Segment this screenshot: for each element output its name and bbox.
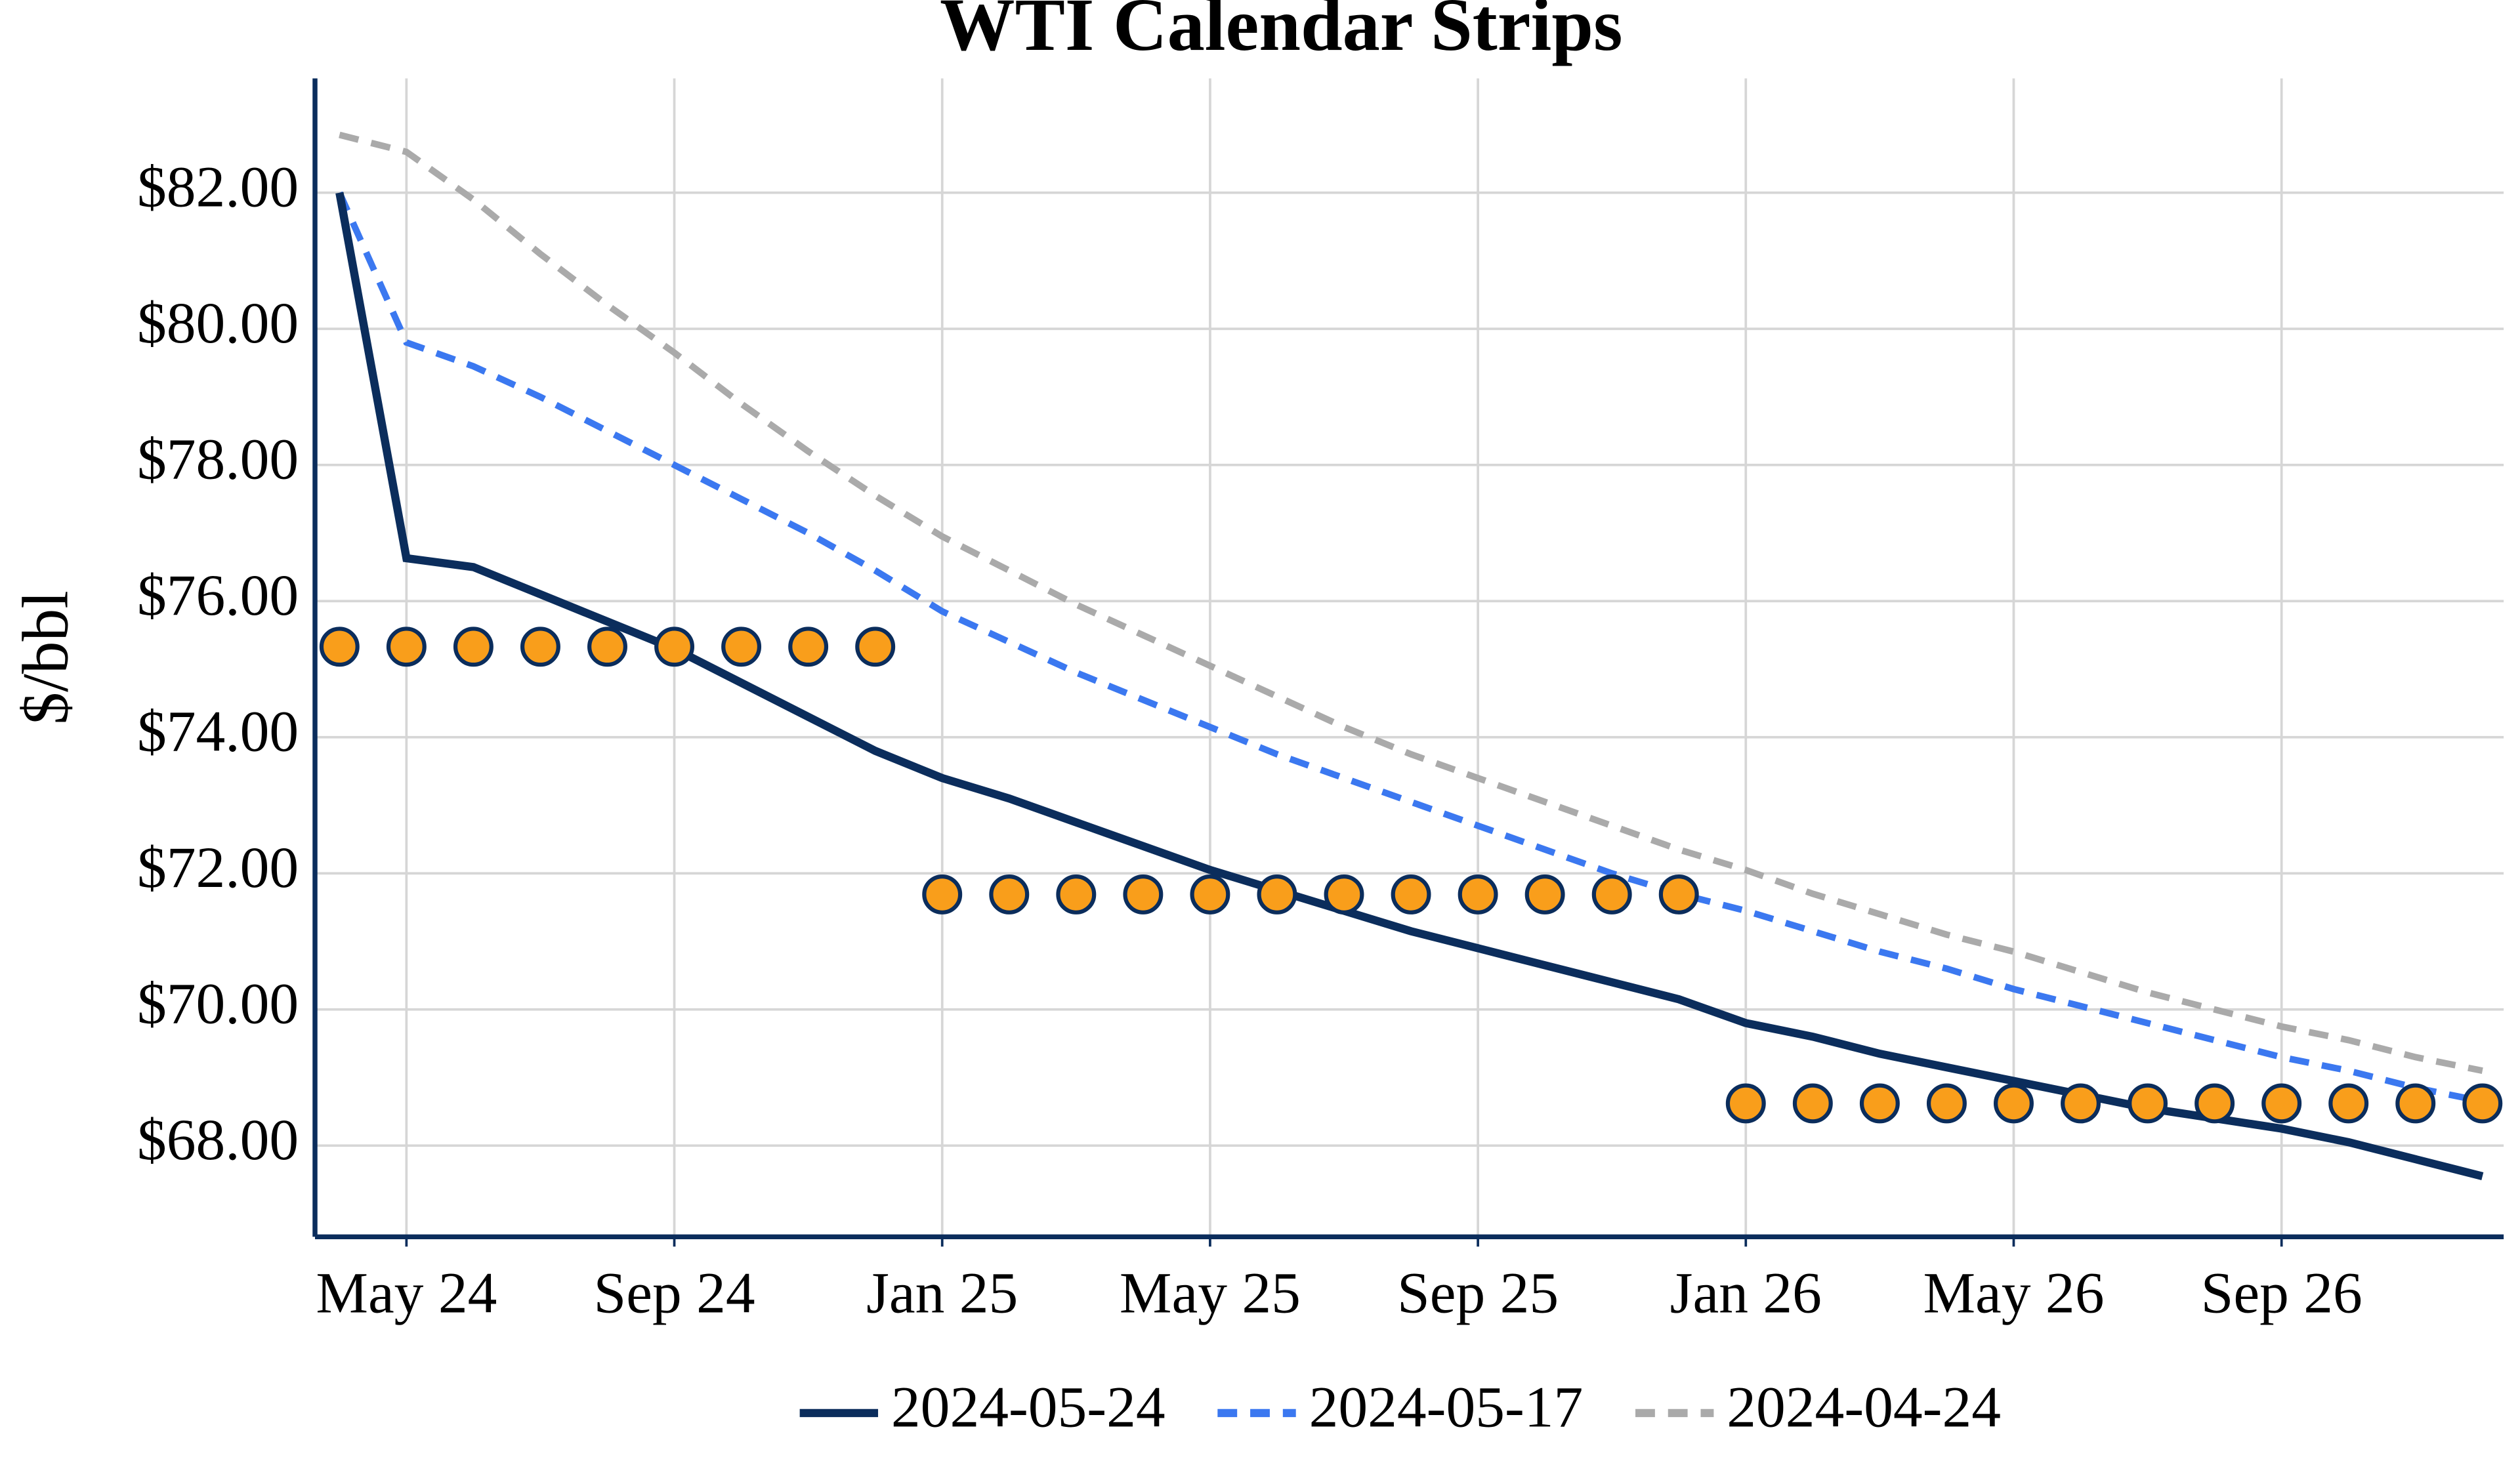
strip-marker xyxy=(1792,1083,1833,1124)
strip-marker xyxy=(989,874,1030,915)
strip-marker xyxy=(1658,874,1699,915)
legend-label: 2024-05-24 xyxy=(891,1374,1166,1439)
strip-marker xyxy=(1859,1083,1900,1124)
strip-marker xyxy=(1190,874,1230,915)
y-tick-label: $80.00 xyxy=(137,291,299,356)
series-line xyxy=(339,131,2483,1075)
y-axis-label: $/bbl xyxy=(9,590,81,724)
x-tick-label: May 24 xyxy=(316,1260,497,1325)
x-tick-label: Sep 24 xyxy=(593,1260,755,1325)
x-tick-label: May 26 xyxy=(1923,1260,2104,1325)
strip-marker xyxy=(788,627,829,667)
legend-label: 2024-05-17 xyxy=(1309,1374,1584,1439)
strip-marker xyxy=(587,627,627,667)
strip-marker xyxy=(386,627,427,667)
strip-marker xyxy=(2395,1083,2436,1124)
y-tick-label: $76.00 xyxy=(137,563,299,628)
strip-marker xyxy=(1324,874,1364,915)
x-tick-label: May 25 xyxy=(1120,1260,1301,1325)
strip-marker xyxy=(1994,1083,2034,1124)
series-line xyxy=(335,192,2484,1180)
strip-marker xyxy=(2194,1083,2235,1124)
strip-marker xyxy=(2261,1083,2302,1124)
strip-marker xyxy=(1056,874,1097,915)
strip-marker xyxy=(922,874,963,915)
legend-label: 2024-04-24 xyxy=(1727,1374,2001,1439)
strip-marker xyxy=(1391,874,1431,915)
strip-marker xyxy=(319,627,360,667)
x-tick-label: Sep 25 xyxy=(1397,1260,1559,1325)
strip-marker xyxy=(2061,1083,2101,1124)
y-tick-label: $82.00 xyxy=(137,154,299,219)
strip-marker xyxy=(2328,1083,2369,1124)
y-tick-label: $78.00 xyxy=(137,426,299,491)
strip-marker xyxy=(2462,1083,2503,1124)
x-tick-label: Jan 26 xyxy=(1670,1260,1822,1325)
strip-marker xyxy=(654,627,695,667)
y-tick-label: $70.00 xyxy=(137,971,299,1036)
strip-marker xyxy=(855,627,896,667)
chart-title: WTI Calendar Strips xyxy=(940,0,1622,66)
strip-marker xyxy=(1725,1083,1766,1124)
x-tick-label: Sep 26 xyxy=(2201,1260,2362,1325)
strip-marker xyxy=(721,627,762,667)
strip-marker xyxy=(1591,874,1632,915)
strip-marker xyxy=(453,627,494,667)
strip-marker xyxy=(2128,1083,2168,1124)
strip-marker xyxy=(1257,874,1297,915)
strip-marker xyxy=(1123,874,1164,915)
strip-marker xyxy=(520,627,560,667)
strip-marker xyxy=(1926,1083,1967,1124)
x-tick-label: Jan 25 xyxy=(866,1260,1018,1325)
y-tick-label: $68.00 xyxy=(137,1107,299,1172)
strip-marker xyxy=(1524,874,1565,915)
strip-marker xyxy=(1458,874,1498,915)
y-tick-label: $72.00 xyxy=(137,835,299,900)
y-tick-label: $74.00 xyxy=(137,699,299,764)
